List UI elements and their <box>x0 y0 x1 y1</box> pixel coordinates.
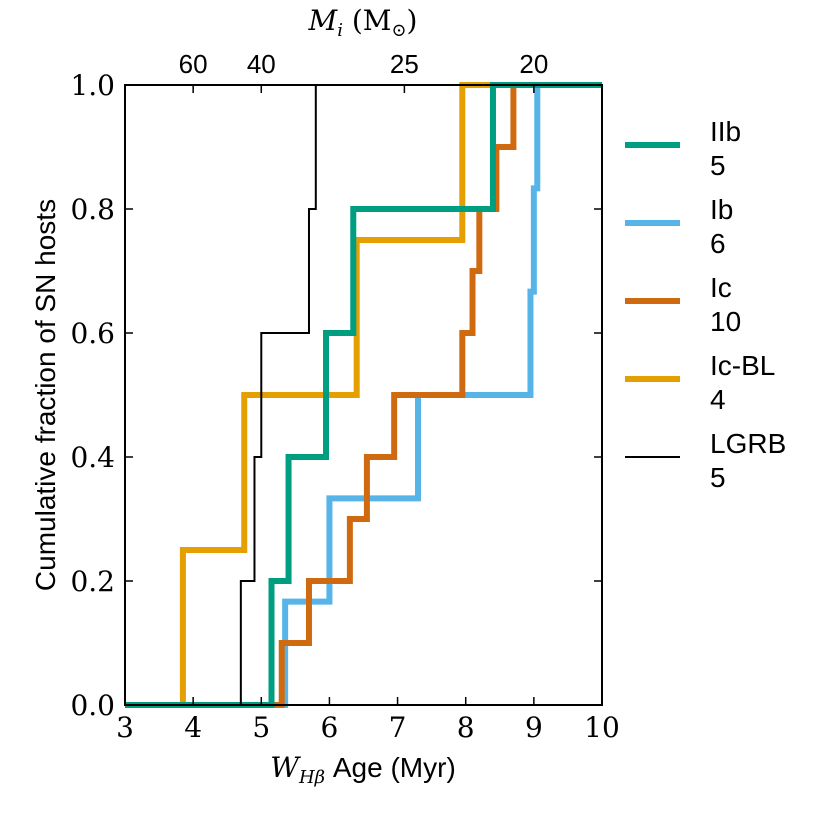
legend-label: Ic-BL <box>710 350 775 381</box>
top-tick-label: 60 <box>179 49 208 79</box>
top-tick-label: 40 <box>247 49 276 79</box>
x-tick-label: 8 <box>457 711 475 744</box>
y-tick-label: 0.6 <box>70 317 115 350</box>
x-tick-label: 10 <box>584 711 620 744</box>
y-tick-label: 1.0 <box>70 69 115 102</box>
series-line-ic-bl <box>125 82 602 708</box>
legend-entry-ib: Ib6 <box>625 194 733 259</box>
legend-count: 5 <box>710 150 726 181</box>
x-tick-label: 4 <box>184 711 202 744</box>
x-axis-label: WHβ Age (Myr) <box>270 751 456 788</box>
x-tick-label: 3 <box>116 711 134 744</box>
x-tick-label: 7 <box>389 711 407 744</box>
series-line-lgrb <box>125 84 602 706</box>
y-axis-label: Cumulative fraction of SN hosts <box>30 199 61 591</box>
series-line-ib <box>125 82 602 708</box>
x-tick-label: 6 <box>321 711 339 744</box>
legend-label: Ic <box>710 272 732 303</box>
ticks-layer: 3 4 5 6 7 8 9 10 0.0 0.2 0.4 0.6 0.8 1.0 60 40 25 20 <box>70 49 619 744</box>
legend-count: 10 <box>710 306 741 337</box>
legend-count: 5 <box>710 462 726 493</box>
series-layer <box>125 82 602 708</box>
plot-frame <box>124 84 603 706</box>
top-axis-label: Mi (M⊙) <box>308 4 418 41</box>
y-tick-label: 0.0 <box>70 689 115 722</box>
legend-label: IIb <box>710 116 741 147</box>
legend-label: LGRB <box>710 428 786 459</box>
series-line-iib <box>125 82 602 708</box>
series-line-ic <box>125 82 602 708</box>
y-tick-label: 0.8 <box>70 193 115 226</box>
top-tick-label: 20 <box>519 49 548 79</box>
y-tick-label: 0.4 <box>70 441 115 474</box>
y-tick-label: 0.2 <box>70 565 115 598</box>
legend-label: Ib <box>710 194 733 225</box>
top-tick-label: 25 <box>390 49 419 79</box>
legend-count: 4 <box>710 384 726 415</box>
x-tick-label: 9 <box>525 711 543 744</box>
legend-count: 6 <box>710 228 726 259</box>
x-tick-label: 5 <box>252 711 270 744</box>
legend-entry-ic-bl: Ic-BL4 <box>625 350 775 415</box>
